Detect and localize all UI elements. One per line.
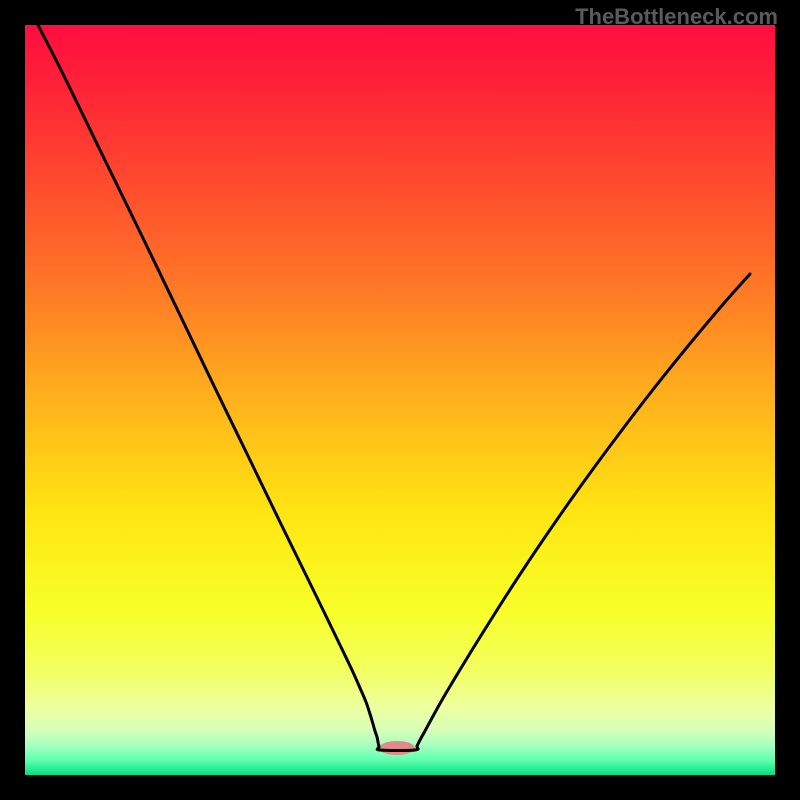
plot-area (25, 25, 775, 775)
watermark-text: TheBottleneck.com (575, 4, 778, 30)
curve-svg (25, 25, 775, 775)
bottleneck-curve (25, 25, 750, 750)
bottom-marker (379, 741, 415, 755)
chart-canvas: TheBottleneck.com (0, 0, 800, 800)
